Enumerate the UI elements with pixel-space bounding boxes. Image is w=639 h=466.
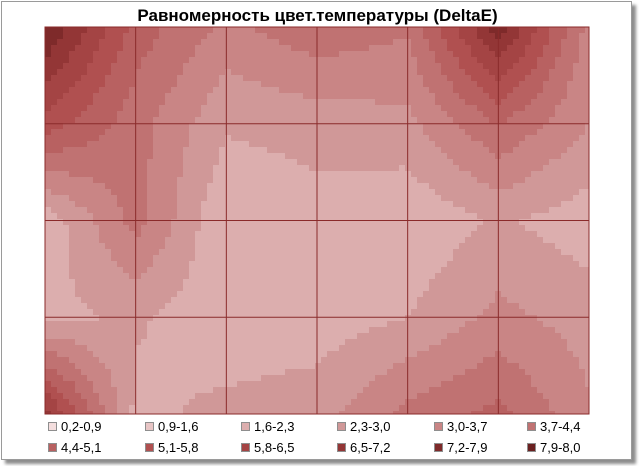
legend-swatch xyxy=(241,421,250,431)
legend-item: 5,1-5,8 xyxy=(145,439,199,455)
legend-swatch xyxy=(434,442,443,452)
legend-swatch xyxy=(145,421,154,431)
legend-item: 2,3-3,0 xyxy=(337,418,391,434)
legend-label: 5,1-5,8 xyxy=(158,439,199,455)
legend-item: 3,0-3,7 xyxy=(434,418,488,434)
legend-label: 4,4-5,1 xyxy=(61,439,102,455)
legend-label: 7,2-7,9 xyxy=(447,439,488,455)
legend-swatch xyxy=(527,421,536,431)
legend-label: 2,3-3,0 xyxy=(350,418,391,434)
legend-item: 1,6-2,3 xyxy=(241,418,295,434)
legend-item: 7,9-8,0 xyxy=(527,439,581,455)
legend-swatch xyxy=(434,421,443,431)
legend-item: 6,5-7,2 xyxy=(337,439,391,455)
chart-title: Равномерность цвет.температуры (DeltaE) xyxy=(137,6,498,25)
plot-border xyxy=(44,26,590,415)
legend-item: 3,7-4,4 xyxy=(527,418,581,434)
legend-item: 0,9-1,6 xyxy=(145,418,199,434)
legend-label: 3,0-3,7 xyxy=(447,418,488,434)
legend-label: 0,2-0,9 xyxy=(61,418,102,434)
legend-swatch xyxy=(145,442,154,452)
legend-label: 3,7-4,4 xyxy=(540,418,581,434)
legend-label: 1,6-2,3 xyxy=(254,418,295,434)
legend-label: 0,9-1,6 xyxy=(158,418,199,434)
legend-label: 6,5-7,2 xyxy=(350,439,391,455)
legend-swatch xyxy=(48,442,57,452)
legend-swatch xyxy=(241,442,250,452)
legend-swatch xyxy=(337,442,346,452)
legend-item: 4,4-5,1 xyxy=(48,439,102,455)
legend-item: 0,2-0,9 xyxy=(48,418,102,434)
legend-item: 7,2-7,9 xyxy=(434,439,488,455)
legend-label: 7,9-8,0 xyxy=(540,439,581,455)
legend-label: 5,8-6,5 xyxy=(254,439,295,455)
legend-swatch xyxy=(337,421,346,431)
legend-item: 5,8-6,5 xyxy=(241,439,295,455)
legend-swatch xyxy=(48,421,57,431)
legend-swatch xyxy=(527,442,536,452)
